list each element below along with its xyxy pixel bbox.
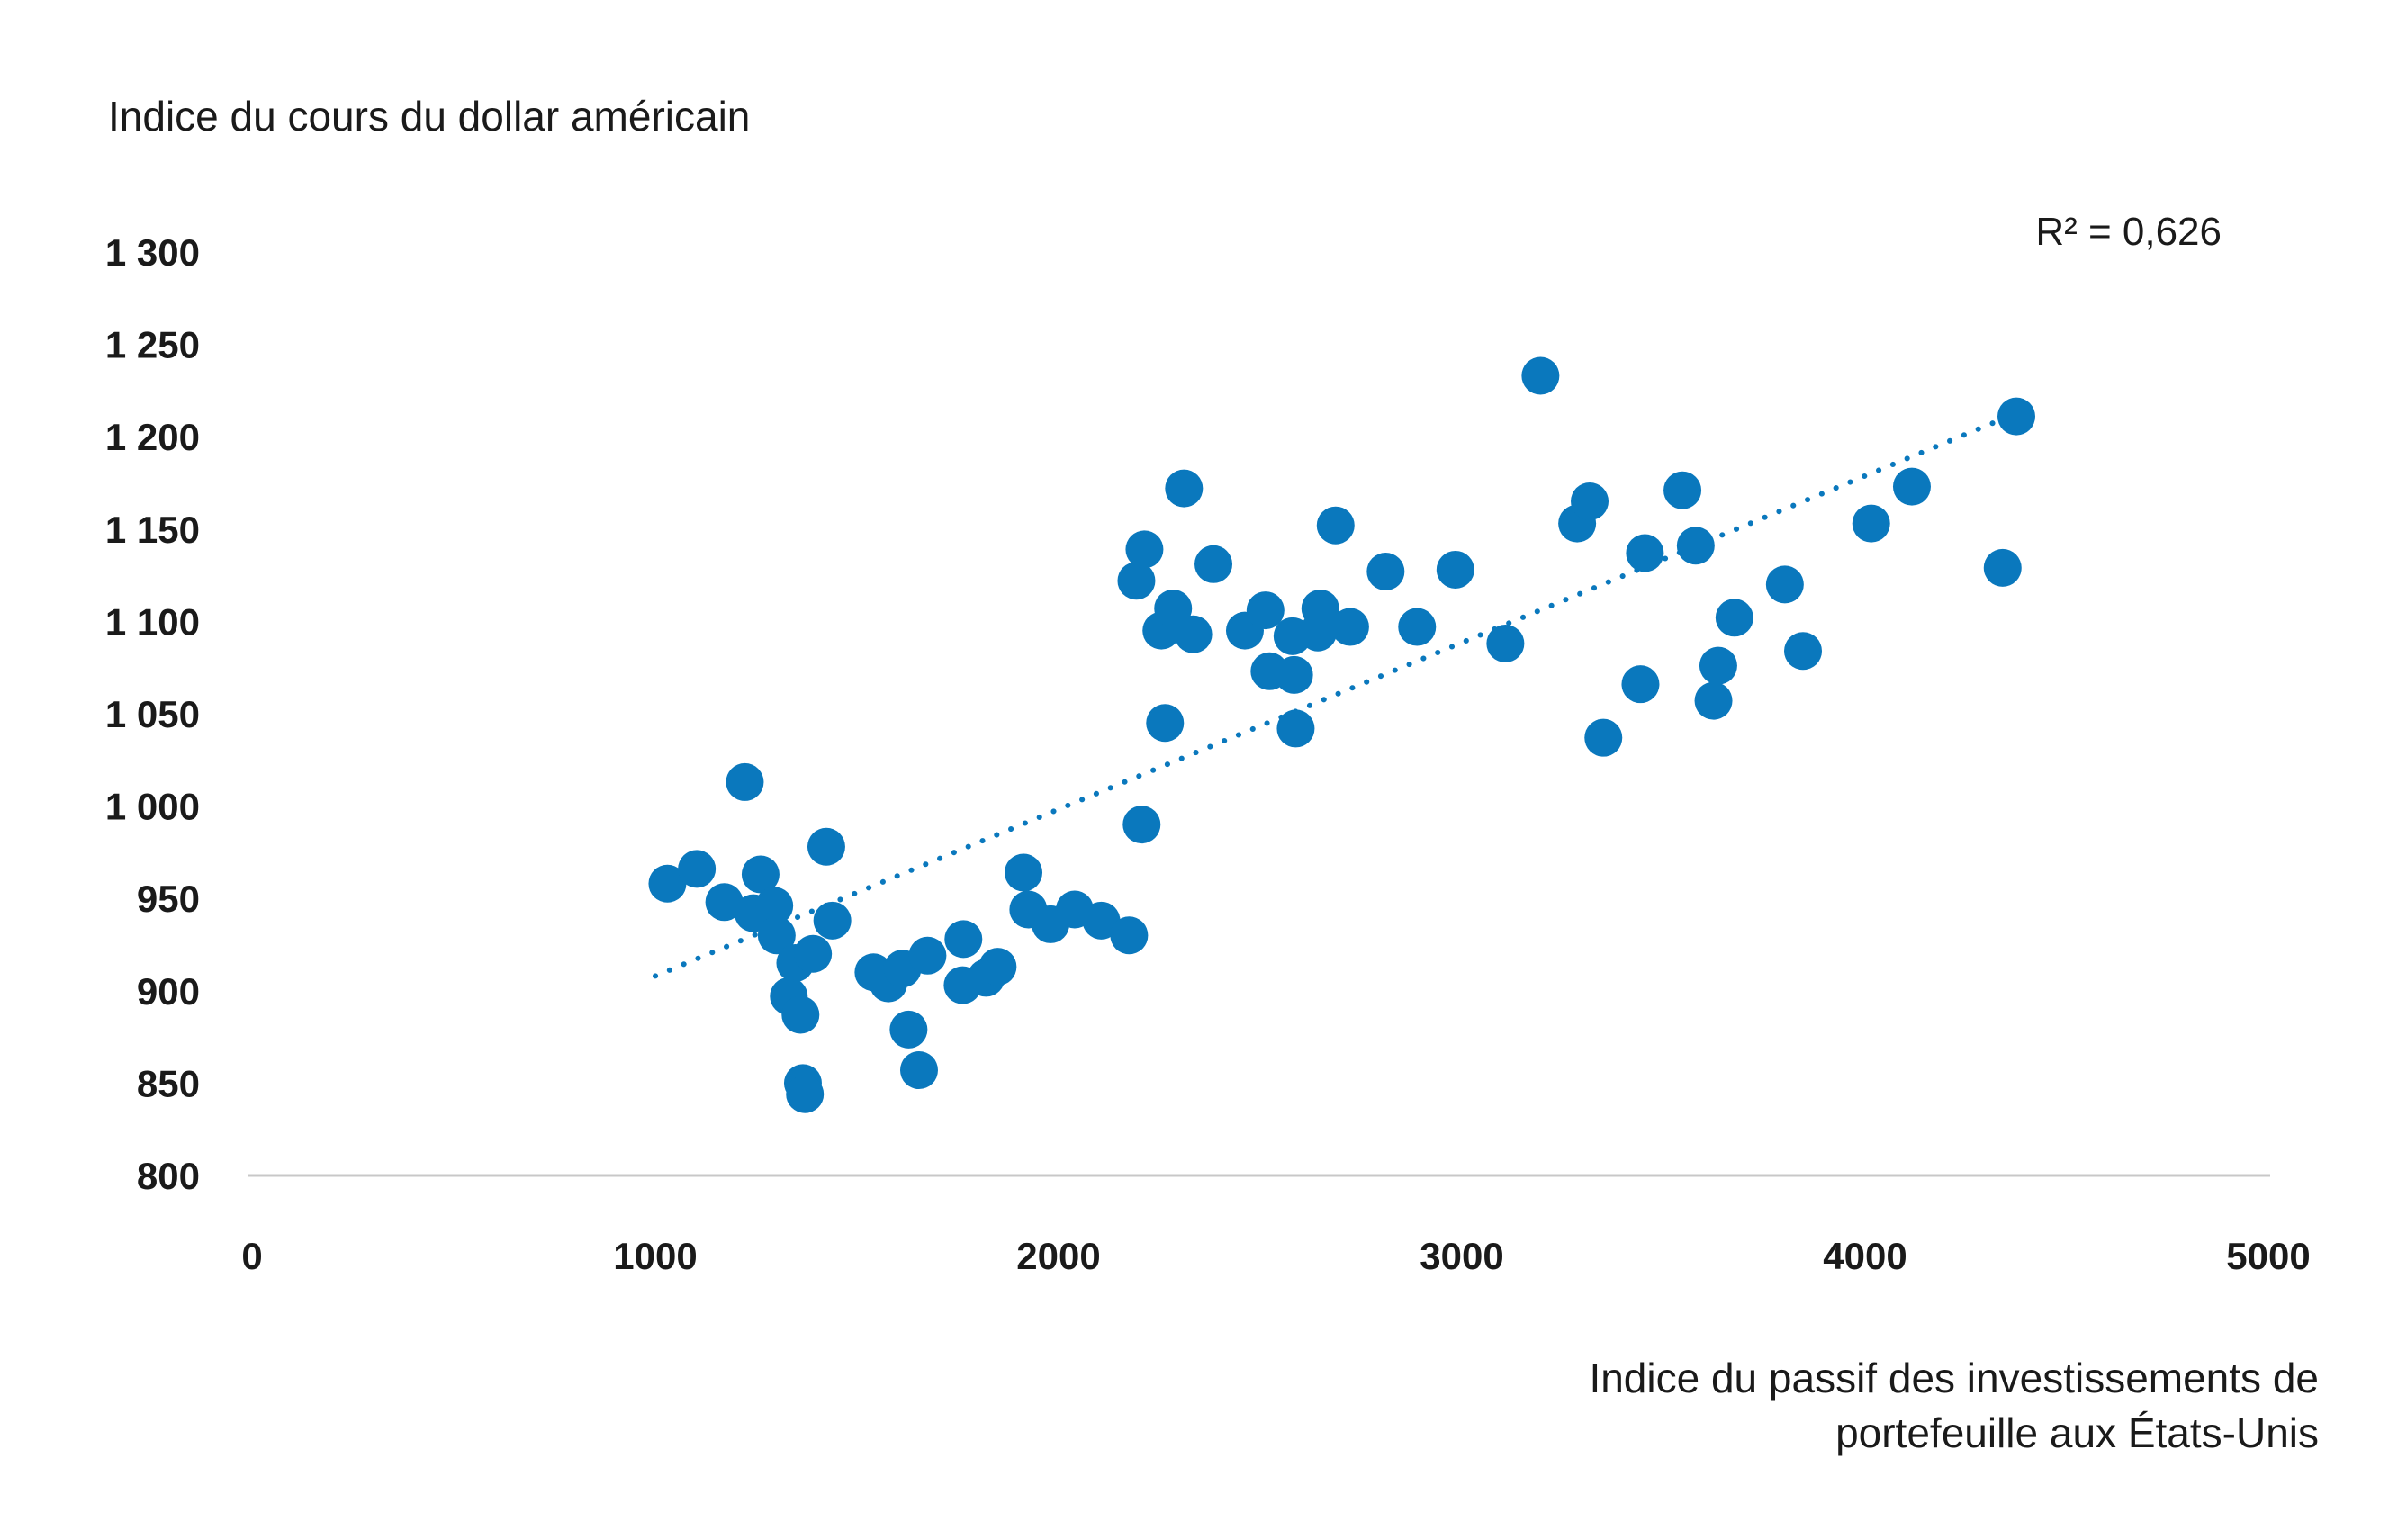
data-point (1892, 467, 1931, 506)
data-point (726, 762, 764, 801)
data-point (1246, 591, 1285, 630)
y-tick-label: 1 300 (105, 231, 200, 274)
x-tick-label: 1000 (613, 1235, 697, 1277)
data-point (678, 850, 717, 888)
data-point (1174, 615, 1213, 653)
y-tick-label: 850 (137, 1062, 200, 1104)
data-point (908, 936, 947, 975)
data-point (757, 916, 796, 955)
data-point (1983, 548, 2022, 587)
data-point (1275, 655, 1313, 694)
data-point (1521, 356, 1560, 395)
data-point (1584, 718, 1623, 757)
data-point (786, 1075, 825, 1113)
data-point (755, 887, 794, 925)
data-point (944, 920, 983, 959)
y-tick-label: 1 000 (105, 786, 200, 828)
data-point (1663, 471, 1702, 509)
y-tick-label: 1 250 (105, 324, 200, 366)
data-point (1571, 482, 1609, 521)
data-point (1621, 665, 1660, 704)
data-point (1125, 530, 1164, 569)
data-point (1398, 608, 1437, 646)
y-tick-label: 1 200 (105, 416, 200, 458)
data-point (889, 1010, 928, 1049)
data-point (741, 855, 780, 894)
x-axis-title-line-1: Indice du passif des investissements de (1589, 1355, 2319, 1401)
data-point (1082, 901, 1121, 940)
data-point (1784, 632, 1823, 671)
x-tick-labels: 0 1000 2000 3000 4000 5000 (241, 1235, 2310, 1277)
data-point (899, 1051, 938, 1090)
data-point (978, 948, 1017, 986)
data-point (1110, 916, 1149, 955)
data-point (1165, 469, 1204, 508)
x-axis-title-line-2: portefeuille aux États-Unis (1835, 1409, 2319, 1456)
data-point (1330, 608, 1369, 646)
data-point (1997, 397, 2035, 436)
data-point (1154, 590, 1193, 628)
data-point (648, 864, 687, 903)
y-tick-labels: 800 850 900 950 1 000 1 050 1 100 1 150 1 200 1 2… (105, 231, 200, 1197)
data-point (1316, 506, 1355, 545)
data-point (1486, 625, 1525, 663)
data-point (1194, 545, 1233, 583)
y-tick-label: 1 100 (105, 600, 200, 643)
trendline (653, 408, 2025, 979)
data-point (705, 883, 744, 922)
data-point (1699, 646, 1737, 685)
x-tick-label: 3000 (1420, 1235, 1503, 1277)
data-point (794, 934, 833, 973)
data-point (1765, 565, 1804, 604)
data-point (781, 995, 820, 1034)
data-point (1301, 590, 1339, 628)
data-point (813, 901, 852, 940)
data-point (1676, 527, 1715, 565)
data-point (1122, 806, 1161, 844)
data-points (648, 356, 2035, 1113)
y-tick-label: 900 (137, 970, 200, 1013)
data-point (1626, 534, 1664, 572)
data-point (1146, 704, 1185, 743)
data-point (807, 827, 845, 866)
x-tick-label: 4000 (1823, 1235, 1907, 1277)
y-tick-label: 950 (137, 878, 200, 920)
r-squared-annotation: R² = 0,626 (2035, 210, 2222, 254)
data-point (1694, 681, 1733, 720)
y-tick-label: 800 (137, 1155, 200, 1197)
data-point (1366, 552, 1405, 590)
data-point (1852, 504, 1890, 543)
data-point (1005, 853, 1043, 892)
y-tick-label: 1 150 (105, 509, 200, 551)
y-axis-title: Indice du cours du dollar américain (108, 93, 750, 140)
x-tick-label: 5000 (2226, 1235, 2310, 1277)
x-tick-label: 2000 (1016, 1235, 1100, 1277)
data-point (1715, 599, 1753, 637)
y-tick-label: 1 050 (105, 693, 200, 735)
data-point (1117, 562, 1156, 600)
data-point (1436, 550, 1474, 589)
x-tick-label: 0 (241, 1235, 262, 1277)
data-point (1276, 709, 1315, 748)
